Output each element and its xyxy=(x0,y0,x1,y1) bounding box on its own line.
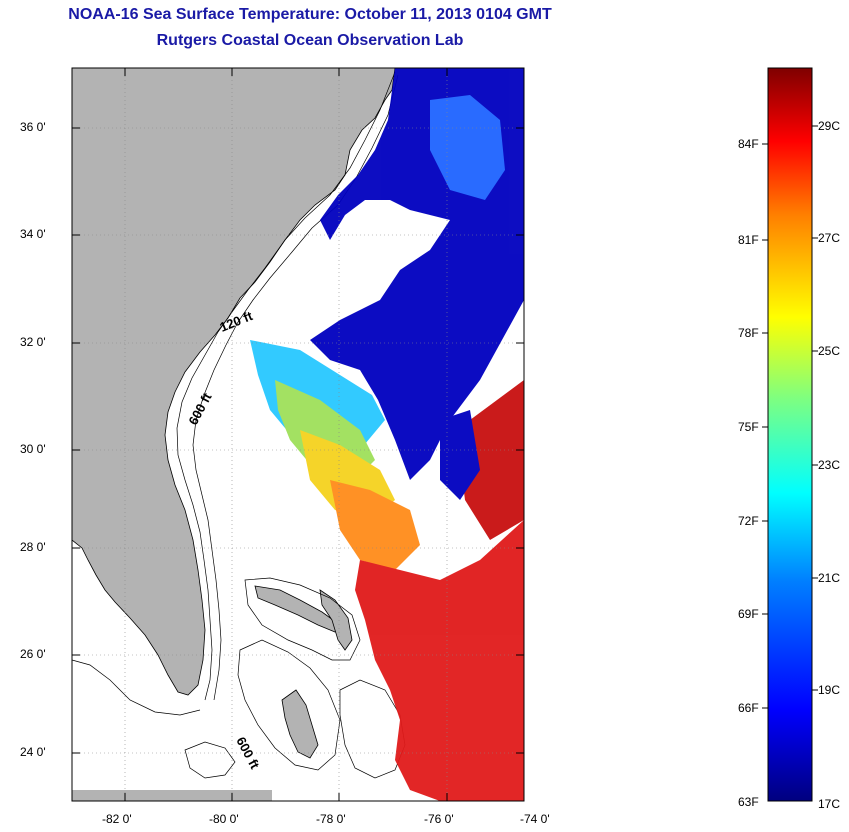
lon-label-74: -74 0' xyxy=(520,812,550,826)
island-andros xyxy=(281,689,319,759)
lat-label-24: 24 0' xyxy=(20,745,46,759)
colorbar-c-25: 25C xyxy=(818,344,841,358)
colorbar-c-19: 19C xyxy=(818,683,841,697)
contour-bahamas xyxy=(244,577,361,661)
colorbar-c-29: 29C xyxy=(818,119,841,133)
colorbar-f-72: 72F xyxy=(738,514,759,528)
colorbar-c-21: 21C xyxy=(818,571,841,585)
map-title: NOAA-16 Sea Surface Temperature: October… xyxy=(68,6,552,23)
lon-label-76: -76 0' xyxy=(424,812,454,826)
colorbar-c-27: 27C xyxy=(818,231,841,245)
colorbar-f-63: 63F xyxy=(738,795,759,809)
frame-ticks xyxy=(72,68,524,801)
sst-swath-cool-patches xyxy=(430,95,505,200)
sst-swath-red-south xyxy=(355,520,524,801)
lat-label-30: 30 0' xyxy=(20,442,46,456)
lat-label-34: 34 0' xyxy=(20,227,46,241)
island-grand-bahama xyxy=(254,585,341,633)
lat-label-26: 26 0' xyxy=(20,647,46,661)
lat-label-36: 36 0' xyxy=(20,120,46,134)
cuba-strip xyxy=(72,790,272,801)
colorbar-ticks xyxy=(762,125,818,709)
colorbar xyxy=(767,67,813,802)
contour-bahamas-east xyxy=(339,679,406,779)
graticule xyxy=(72,68,524,801)
colorbar-f-66: 66F xyxy=(738,701,759,715)
colorbar-f-69: 69F xyxy=(738,607,759,621)
island-abaco xyxy=(319,589,353,651)
sst-swath-red-east xyxy=(460,380,524,540)
lat-label-32: 32 0' xyxy=(20,335,46,349)
colorbar-f-84: 84F xyxy=(738,137,759,151)
contour-120ft xyxy=(176,71,396,701)
sst-swath-cold-east xyxy=(440,410,480,500)
sst-swath-orange xyxy=(330,480,420,570)
colorbar-c-23: 23C xyxy=(818,458,841,472)
colorbar-f-81: 81F xyxy=(738,233,759,247)
lon-label-80: -80 0' xyxy=(209,812,239,826)
lat-label-28: 28 0' xyxy=(20,540,46,554)
sst-data-layer xyxy=(250,68,524,801)
contour-bahamas-south xyxy=(237,639,341,771)
map-subtitle: Rutgers Coastal Ocean Observation Lab xyxy=(156,32,464,49)
colorbar-f-75: 75F xyxy=(738,420,759,434)
contour-cay-sal xyxy=(184,741,236,779)
contour-florida-keys xyxy=(71,659,201,716)
colorbar-c-17: 17C xyxy=(818,797,841,811)
colorbar-f-78: 78F xyxy=(738,326,759,340)
lon-label-78: -78 0' xyxy=(316,812,346,826)
lon-label-82: -82 0' xyxy=(102,812,132,826)
